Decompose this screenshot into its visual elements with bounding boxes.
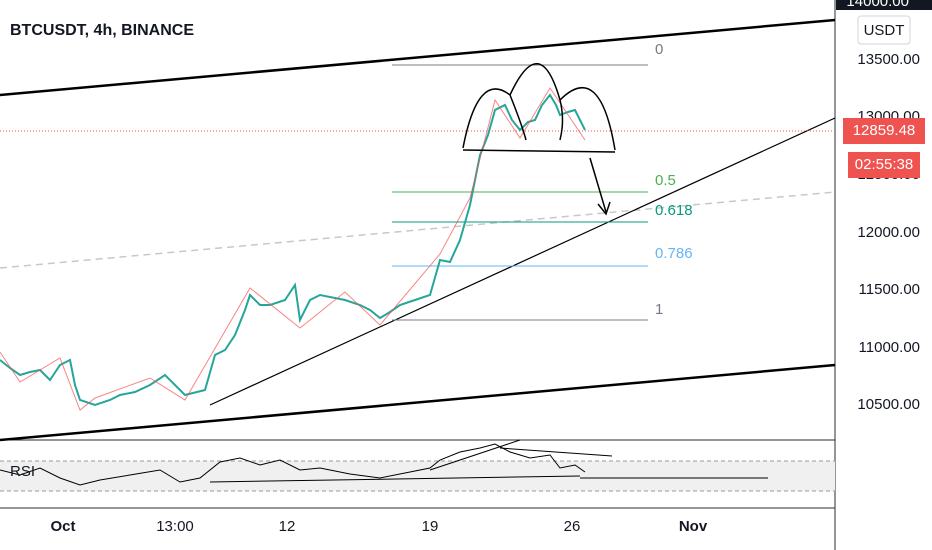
- axis-top-tag: [836, 0, 932, 10]
- fib-label: 0.5: [655, 172, 676, 189]
- fib-label: 0: [655, 41, 663, 58]
- neckline: [462, 149, 616, 153]
- time-label: Nov: [679, 518, 708, 535]
- rsi-label: RSI: [10, 463, 35, 480]
- head-shoulders: [462, 63, 616, 151]
- time-label: 12: [279, 518, 296, 535]
- fib-label: 1: [655, 301, 663, 318]
- rsi-trend: [499, 447, 613, 457]
- countdown-tag: [848, 152, 920, 178]
- price-label: 11500.00: [859, 281, 920, 298]
- channel-mid: [0, 191, 836, 269]
- price-label: 11000.00: [859, 339, 920, 356]
- price-label: 14000.00: [846, 0, 909, 10]
- channel-top: [0, 18, 836, 97]
- currency[interactable]: USDT: [864, 22, 905, 39]
- countdown: 02:55:38: [855, 156, 913, 173]
- arrow: [589, 157, 607, 213]
- currency-button[interactable]: [857, 15, 911, 45]
- rsi-band: [0, 461, 835, 491]
- price-label: 10500.00: [857, 396, 920, 413]
- price-label: 13500.00: [857, 51, 920, 68]
- trend-line: [209, 117, 836, 406]
- rsi-line: [0, 443, 586, 486]
- rsi-trend: [209, 475, 581, 483]
- chart-title: BTCUSDT, 4h, BINANCE: [10, 22, 194, 39]
- time-label: 19: [422, 518, 439, 535]
- fib-label: 0.786: [655, 245, 693, 262]
- arrow-head: [597, 201, 611, 216]
- price-path-wicks: [0, 87, 586, 411]
- last-price: 12859.48: [853, 122, 916, 139]
- time-label: Oct: [50, 518, 75, 535]
- rsi-trend: [429, 439, 521, 471]
- fib-label: 0.618: [655, 202, 693, 219]
- time-label: 26: [564, 518, 581, 535]
- time-label: 13:00: [156, 518, 194, 535]
- last-price-tag: [843, 118, 925, 144]
- channel-bottom: [0, 363, 836, 442]
- price-label: 12000.00: [857, 224, 920, 241]
- price-path: [0, 93, 586, 407]
